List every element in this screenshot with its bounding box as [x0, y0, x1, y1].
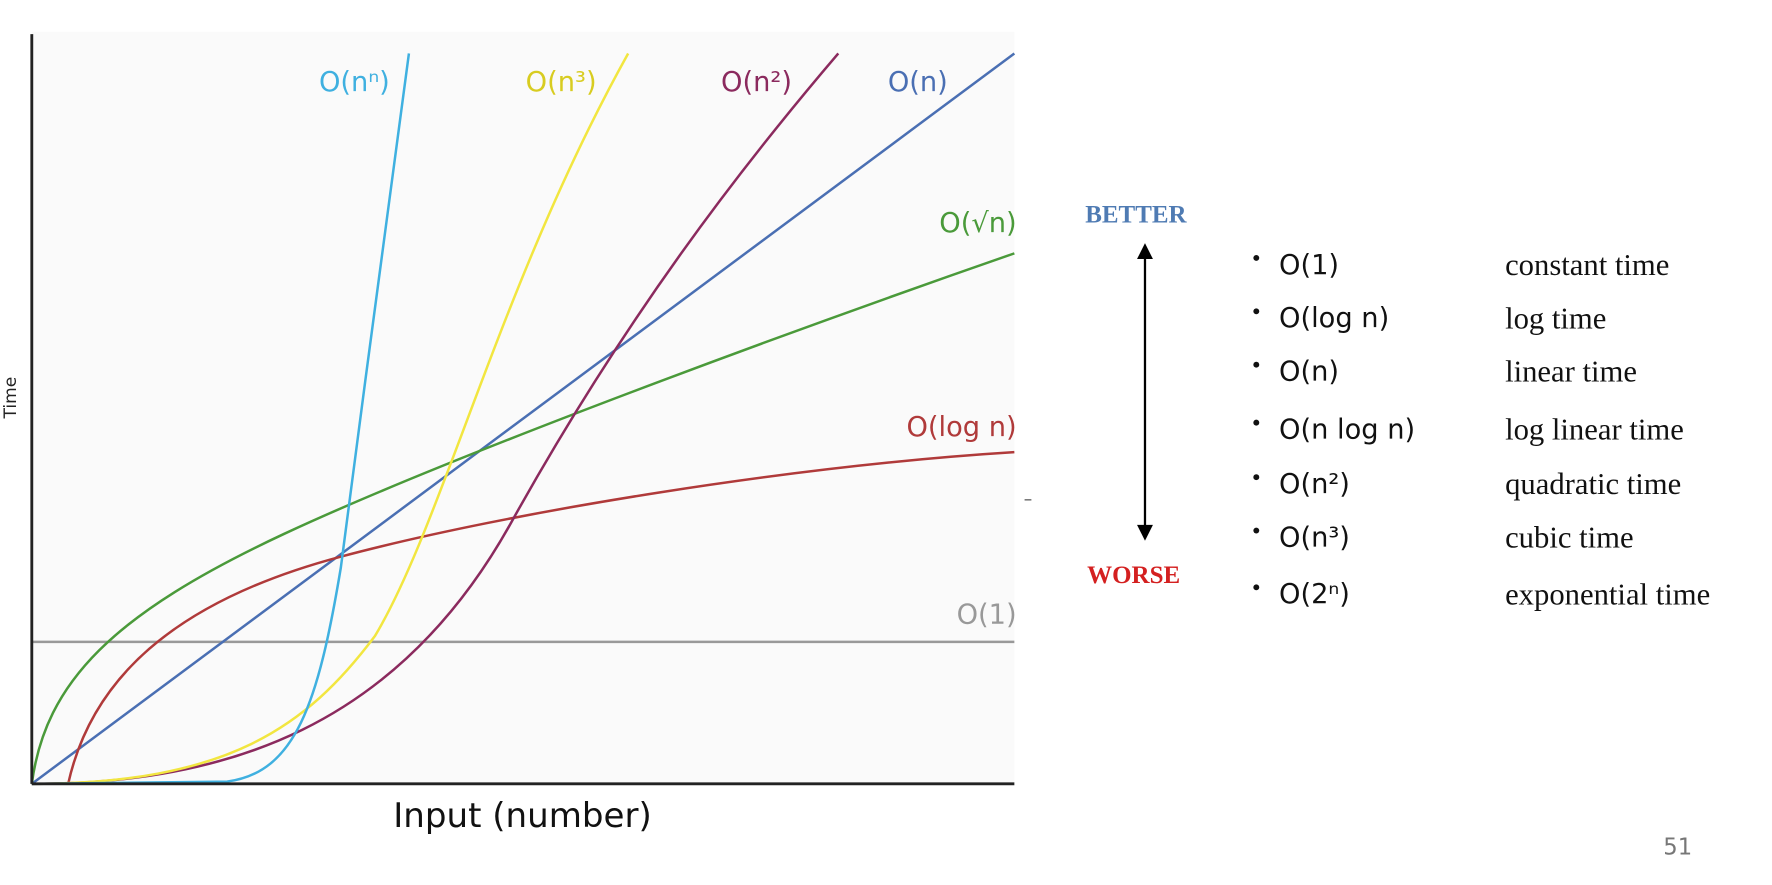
complexity-notation: O(n³)	[1279, 522, 1350, 553]
x-axis-label: Input (number)	[393, 796, 652, 836]
complexity-name: log time	[1505, 301, 1606, 335]
scale-bottom: WORSE	[1087, 562, 1180, 589]
curve-linear	[31, 52, 1016, 785]
bullet	[1253, 361, 1260, 368]
page-number: 51	[1663, 834, 1692, 860]
complexity-notation: O(n²)	[1279, 469, 1350, 500]
bullet	[1253, 308, 1260, 315]
complexity-name: log linear time	[1505, 413, 1684, 447]
complexity-notation: O(n)	[1279, 357, 1339, 388]
curve-label: O(n)	[888, 67, 948, 98]
complexity-name: exponential time	[1505, 577, 1710, 611]
curve-exponential	[31, 53, 411, 786]
bullet	[1253, 527, 1260, 534]
complexity-name: quadratic time	[1505, 467, 1681, 501]
complexity-notation: O(n log n)	[1279, 415, 1415, 446]
complexity-notation: O(2ⁿ)	[1279, 579, 1350, 610]
complexity-notation: O(1)	[1279, 250, 1339, 281]
arrow-head	[1137, 243, 1153, 260]
arrow-head	[1137, 524, 1153, 541]
complexity-notation: O(log n)	[1279, 303, 1389, 334]
curve-label: O(√n)	[939, 208, 1016, 239]
bullet	[1253, 584, 1260, 591]
curve-cubic	[31, 52, 630, 786]
scale-top: BETTER	[1085, 202, 1187, 229]
bullet	[1253, 419, 1260, 426]
y-axis-label: Time	[1, 377, 21, 420]
curve-label: O(1)	[957, 600, 1017, 631]
chart-area	[31, 31, 1015, 784]
curve-label: O(nⁿ)	[319, 67, 390, 98]
curve-quadratic	[31, 52, 840, 786]
curve-label: O(n²)	[721, 67, 792, 98]
curve-sqrt	[30, 252, 1015, 785]
bullet	[1253, 254, 1260, 261]
curve-label: O(n³)	[526, 67, 597, 98]
complexity-name: linear time	[1505, 355, 1637, 389]
curve-label: O(log n)	[906, 412, 1016, 443]
complexity-list: O(1) constant time O(log n) log time O(n) lin…	[1253, 248, 1710, 611]
bullet	[1253, 474, 1260, 481]
complexity-name: constant time	[1505, 248, 1669, 282]
complexity-name: cubic time	[1505, 521, 1634, 555]
curve-log	[66, 450, 1015, 785]
